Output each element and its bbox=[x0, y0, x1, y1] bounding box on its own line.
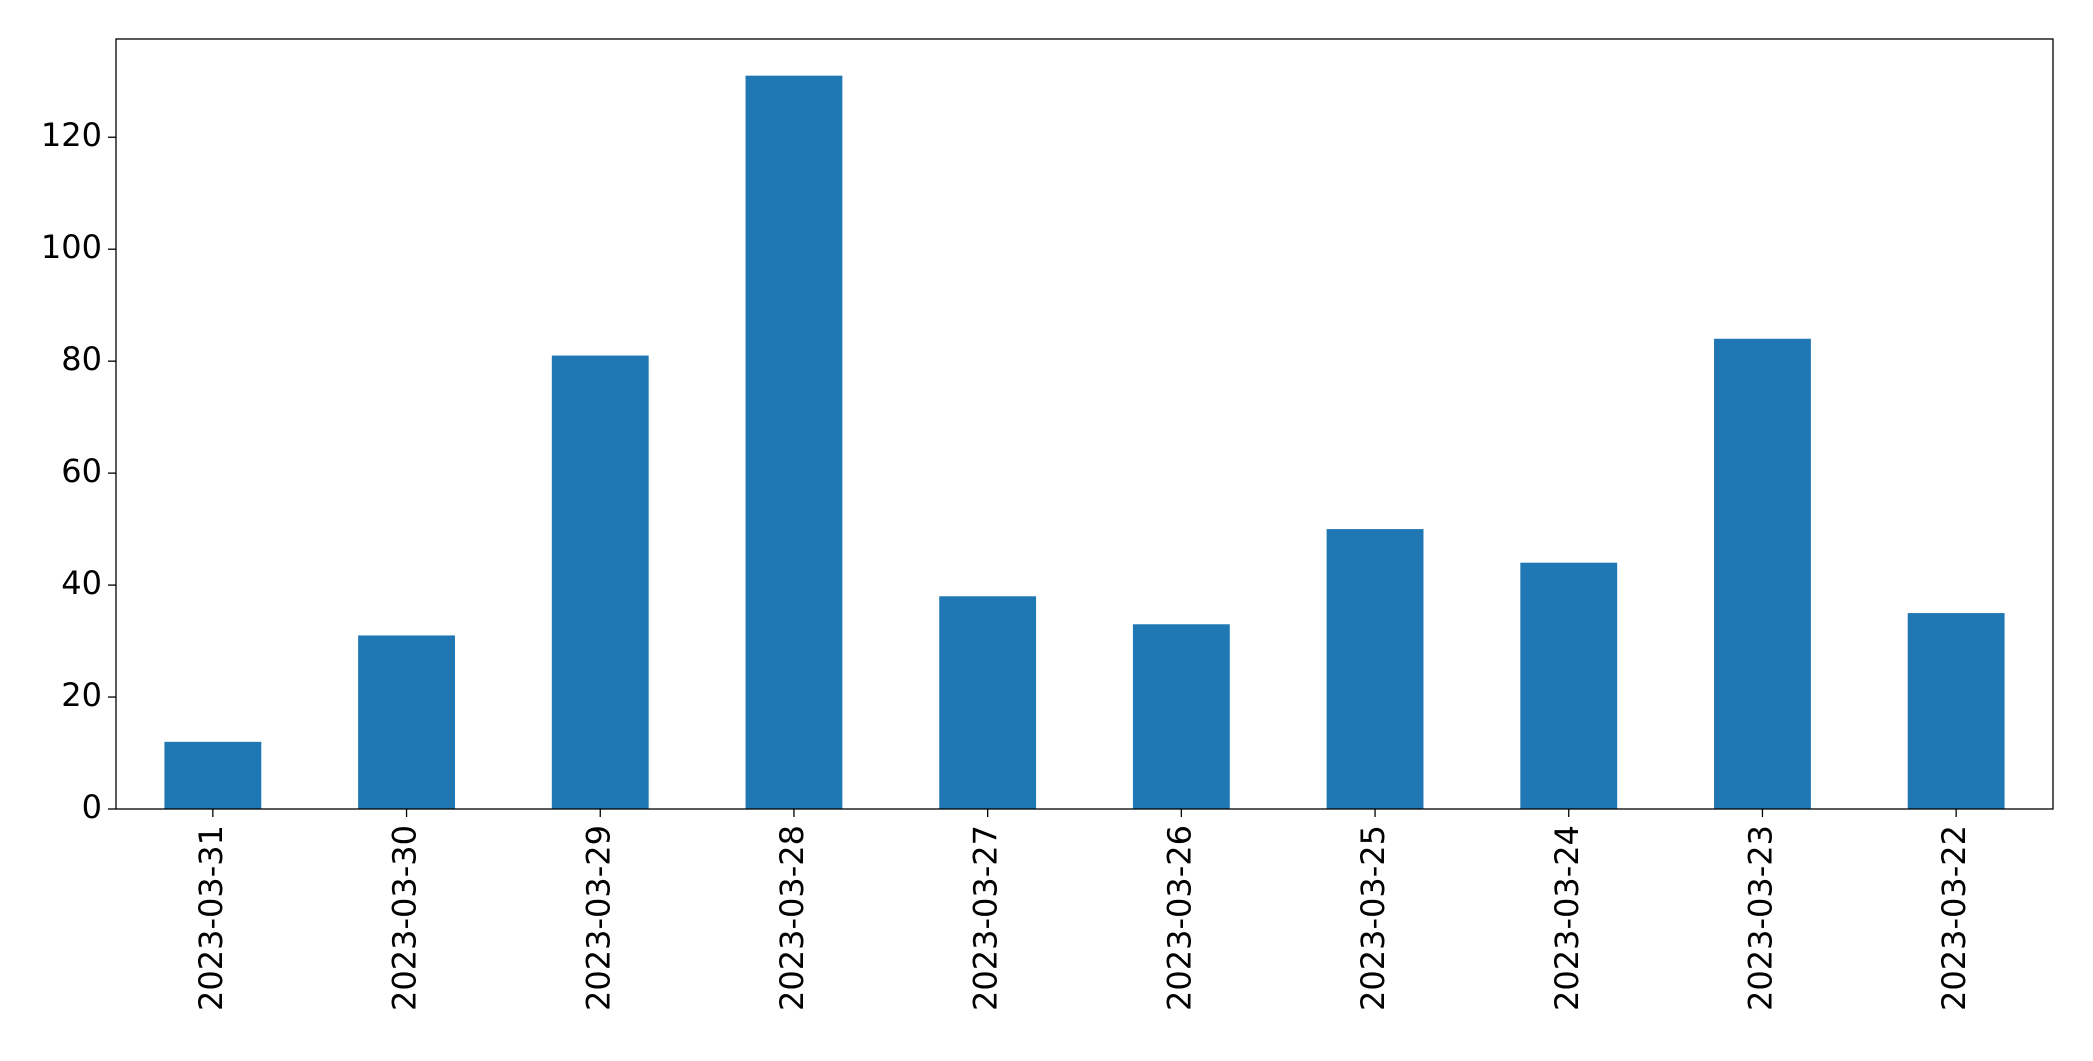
x-tick-label: 2023-03-28 bbox=[773, 825, 811, 1011]
bar bbox=[164, 741, 262, 809]
bar bbox=[1714, 338, 1811, 809]
x-tick-label: 2023-03-27 bbox=[967, 825, 1005, 1011]
y-tick-label: 40 bbox=[61, 564, 102, 602]
bar bbox=[551, 355, 649, 809]
bar bbox=[1326, 529, 1424, 809]
x-tick-label: 2023-03-29 bbox=[579, 825, 617, 1011]
x-tick-label: 2023-03-24 bbox=[1548, 825, 1586, 1011]
x-tick-label: 2023-03-23 bbox=[1741, 825, 1779, 1011]
x-tick-label: 2023-03-31 bbox=[192, 825, 230, 1011]
bar bbox=[1520, 562, 1618, 809]
y-tick-label: 0 bbox=[82, 788, 102, 826]
bar bbox=[358, 635, 455, 809]
x-tick-label: 2023-03-25 bbox=[1354, 825, 1392, 1011]
bar bbox=[939, 596, 1037, 809]
plot-frame bbox=[115, 38, 2054, 810]
y-tick-label: 60 bbox=[61, 452, 102, 490]
x-tick-label: 2023-03-30 bbox=[386, 825, 424, 1011]
y-tick-label: 20 bbox=[61, 676, 102, 714]
y-tick-label: 80 bbox=[61, 340, 102, 378]
x-tick-label: 2023-03-22 bbox=[1935, 825, 1973, 1011]
bar bbox=[1907, 613, 2005, 809]
y-tick-label: 100 bbox=[41, 228, 102, 266]
y-tick-label: 120 bbox=[41, 116, 102, 154]
x-tick-label: 2023-03-26 bbox=[1160, 825, 1198, 1011]
bar bbox=[1132, 624, 1230, 809]
bar bbox=[745, 75, 843, 809]
